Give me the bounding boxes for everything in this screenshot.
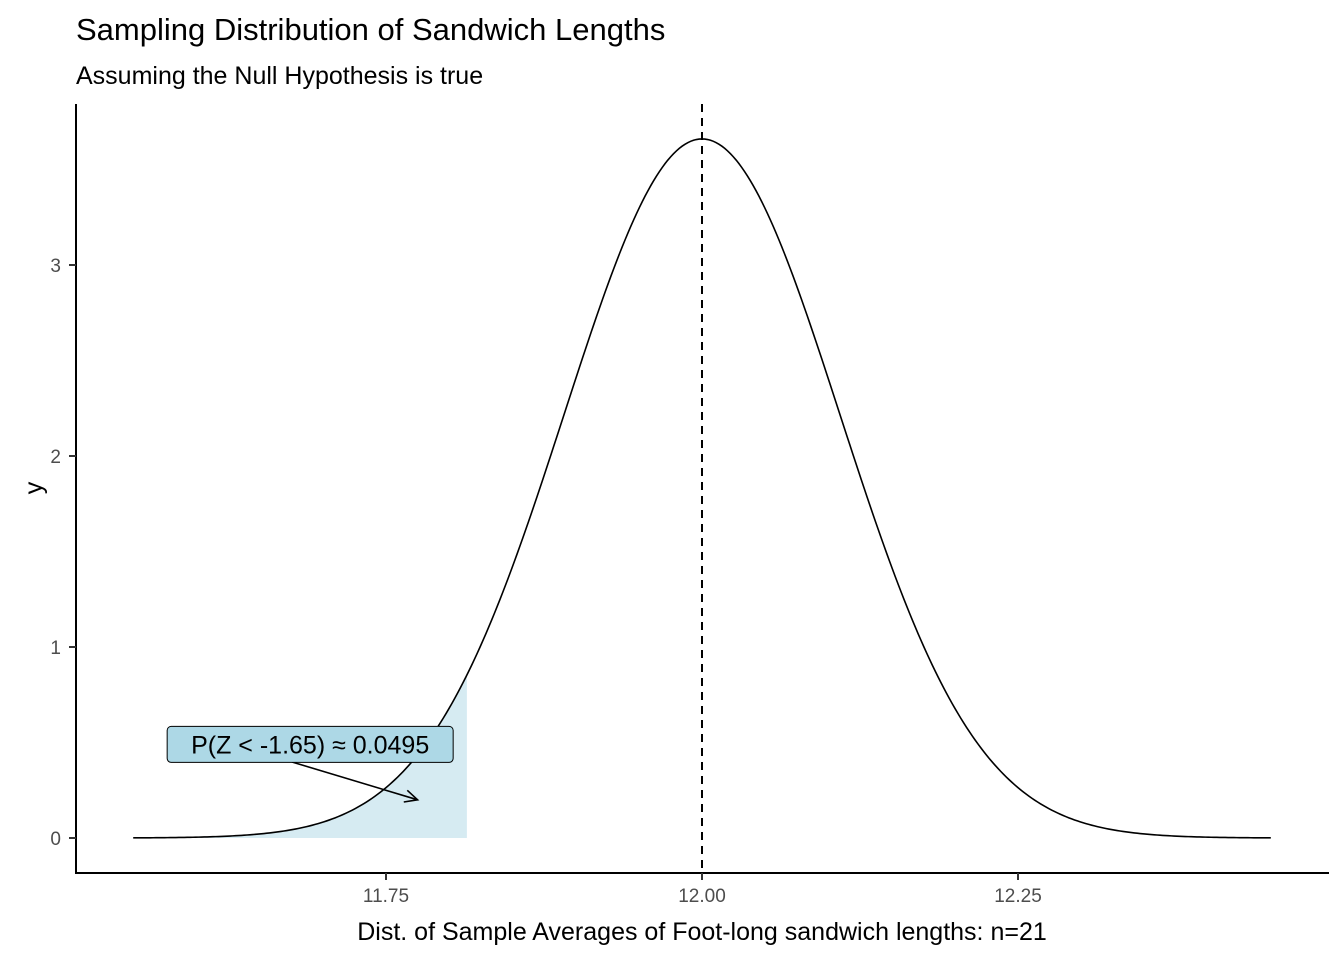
y-tick-label: 2: [50, 447, 61, 468]
y-axis-ticks: 0 1 2 3: [50, 256, 76, 850]
y-axis-title: y: [20, 481, 48, 494]
chart-subtitle: Assuming the Null Hypothesis is true: [76, 62, 483, 90]
y-tick-label: 3: [50, 256, 61, 277]
x-axis-ticks: 11.75 12.00 12.25: [363, 873, 1042, 907]
x-axis-title: Dist. of Sample Averages of Foot-long sa…: [357, 918, 1047, 946]
annotation-label-box: [166, 725, 454, 763]
x-tick-label: 11.75: [363, 886, 409, 907]
annotation: P(Z < -1.65) ≈ 0.0495: [166, 725, 454, 803]
y-tick-label: 0: [50, 829, 61, 850]
x-tick-label: 12.00: [678, 886, 726, 907]
annotation-label: P(Z < -1.65) ≈ 0.0495: [191, 731, 429, 759]
arrow-head-icon: [403, 789, 420, 803]
plot-area: [133, 104, 1271, 873]
annotation-arrow: [291, 761, 418, 801]
y-tick-label: 1: [50, 638, 61, 659]
x-tick-label: 12.25: [994, 886, 1042, 907]
shaded-tail-region: [133, 674, 467, 838]
chart-title: Sampling Distribution of Sandwich Length…: [76, 12, 665, 47]
